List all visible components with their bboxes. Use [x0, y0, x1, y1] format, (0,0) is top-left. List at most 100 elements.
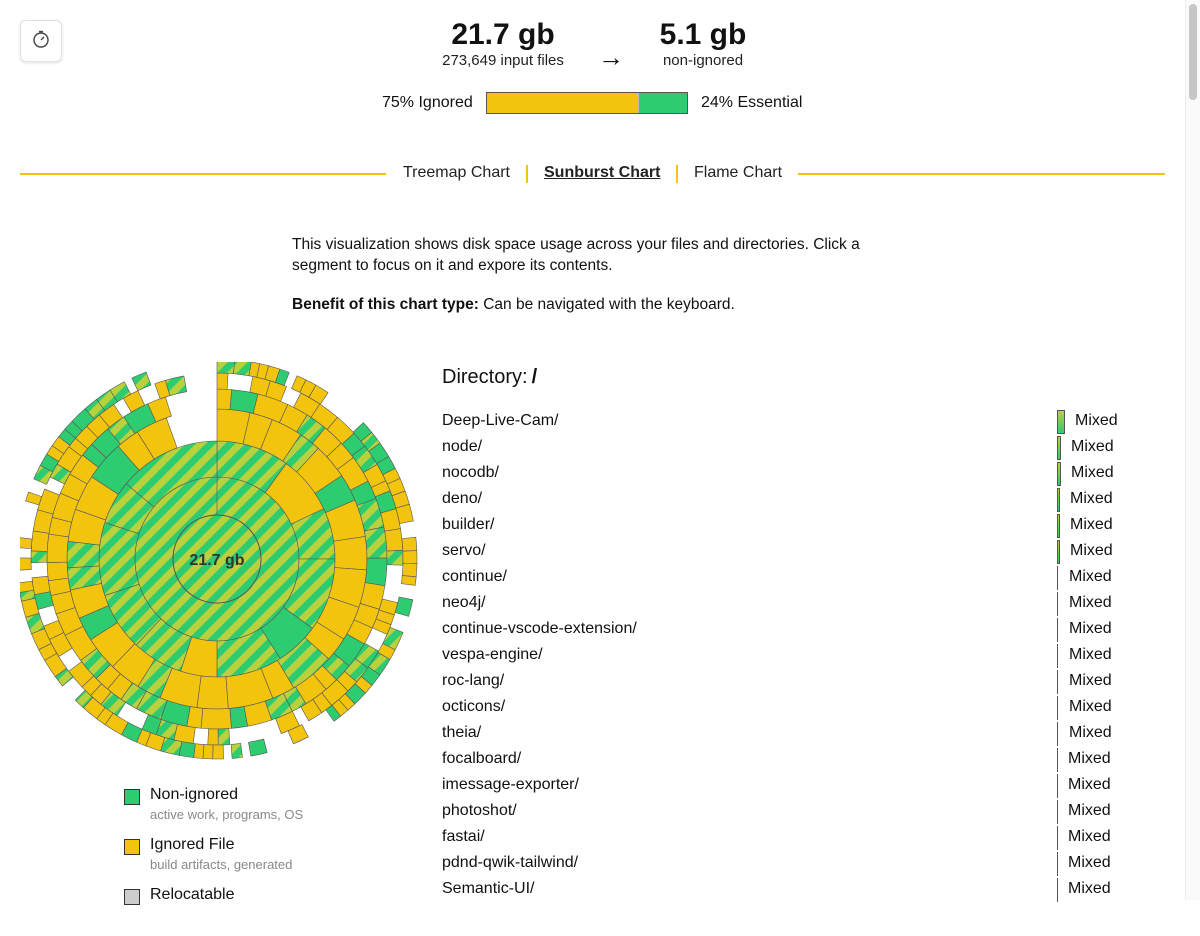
tab-sunburst[interactable]: Sunburst Chart [544, 164, 661, 181]
sunburst-segment[interactable] [233, 362, 252, 377]
sunburst-segment[interactable] [363, 526, 388, 559]
sunburst-segment[interactable] [300, 699, 323, 722]
directory-row[interactable]: fastai/Mixed [442, 826, 1142, 852]
sunburst-segment[interactable] [109, 381, 132, 403]
sunburst-segment[interactable] [216, 388, 233, 410]
directory-name[interactable]: servo/ [442, 542, 486, 559]
sunburst-segment[interactable] [401, 536, 418, 552]
legend-label: Ignored File [150, 836, 235, 853]
sunburst-segment[interactable] [25, 491, 43, 506]
sunburst-segment[interactable] [74, 689, 94, 709]
sunburst-segment[interactable] [308, 384, 329, 405]
directory-row[interactable]: imessage-exporter/Mixed [442, 774, 1142, 800]
directory-row[interactable]: continue-vscode-extension/Mixed [442, 618, 1142, 644]
directory-row[interactable]: continue/Mixed [442, 566, 1142, 592]
sunburst-segment[interactable] [66, 540, 101, 569]
sunburst-segment[interactable] [384, 528, 404, 552]
directory-name[interactable]: fastai/ [442, 828, 485, 845]
sunburst-segment[interactable] [20, 557, 32, 571]
sunburst-segment[interactable] [287, 724, 309, 745]
directory-name[interactable]: deno/ [442, 490, 483, 507]
sunburst-segment[interactable] [31, 575, 51, 596]
sunburst-chart[interactable]: 21.7 gb [20, 362, 420, 762]
sunburst-segment[interactable] [207, 728, 219, 746]
sunburst-segment[interactable] [46, 533, 69, 563]
sunburst-segment[interactable] [196, 675, 229, 710]
directory-name[interactable]: nocodb/ [442, 464, 499, 481]
directory-row[interactable]: pdnd-qwik-tailwind/Mixed [442, 852, 1142, 878]
sunburst-segment[interactable] [333, 536, 368, 571]
directory-size-bar [1057, 618, 1059, 642]
sunburst-segment[interactable] [131, 371, 152, 392]
directory-row[interactable]: deno/Mixed [442, 488, 1142, 514]
directory-name[interactable]: neo4j/ [442, 594, 486, 611]
directory-heading: Directory: / [442, 366, 537, 389]
sunburst-segment[interactable] [30, 530, 50, 552]
ratio-bar-ignored [487, 93, 638, 113]
directory-name[interactable]: roc-lang/ [442, 672, 505, 689]
directory-row[interactable]: node/Mixed [442, 436, 1142, 462]
sunburst-segment[interactable] [364, 557, 388, 587]
directory-name[interactable]: theia/ [442, 724, 482, 741]
sunburst-segment[interactable] [394, 596, 414, 617]
sunburst-segment[interactable] [401, 562, 418, 578]
scrollbar-thumb[interactable] [1189, 4, 1197, 100]
sunburst-segment[interactable] [216, 372, 229, 390]
directory-row[interactable]: servo/Mixed [442, 540, 1142, 566]
sunburst-segment[interactable] [275, 368, 290, 386]
directory-row[interactable]: roc-lang/Mixed [442, 670, 1142, 696]
directory-row[interactable]: octicons/Mixed [442, 696, 1142, 722]
sunburst-segment[interactable] [230, 743, 243, 759]
sunburst-segment[interactable] [165, 375, 188, 397]
directory-row[interactable]: theia/Mixed [442, 722, 1142, 748]
sunburst-segment[interactable] [98, 522, 140, 596]
directory-name[interactable]: pdnd-qwik-tailwind/ [442, 854, 579, 871]
directory-name[interactable]: octicons/ [442, 698, 506, 715]
directory-row[interactable]: Semantic-UI/Mixed [442, 878, 1142, 904]
chart-benefit: Benefit of this chart type: Can be navig… [292, 294, 892, 315]
sunburst-segment[interactable] [212, 744, 224, 760]
sunburst-segment[interactable] [395, 503, 414, 524]
directory-status: Mixed [1068, 880, 1111, 897]
sunburst-segment[interactable] [202, 744, 214, 760]
directory-name[interactable]: continue/ [442, 568, 507, 585]
sunburst-segment[interactable] [200, 708, 232, 730]
directory-row[interactable]: photoshot/Mixed [442, 800, 1142, 826]
sunburst-segment[interactable] [30, 550, 48, 564]
tab-flame[interactable]: Flame Chart [694, 164, 783, 181]
directory-name[interactable]: vespa-engine/ [442, 646, 543, 663]
directory-name[interactable]: focalboard/ [442, 750, 522, 767]
page-scrollbar[interactable] [1185, 0, 1200, 900]
sunburst-segment[interactable] [248, 738, 268, 757]
directory-row[interactable]: focalboard/Mixed [442, 748, 1142, 774]
directory-row[interactable]: Deep-Live-Cam/Mixed [442, 410, 1142, 436]
directory-name[interactable]: node/ [442, 438, 483, 455]
chart-tabs: Treemap Chart Sunburst Chart Flame Chart [20, 164, 1165, 184]
sunburst-segment[interactable] [216, 362, 235, 375]
directory-name[interactable]: Deep-Live-Cam/ [442, 412, 559, 429]
directory-name[interactable]: photoshot/ [442, 802, 517, 819]
timer-button[interactable] [20, 20, 62, 62]
tab-treemap[interactable]: Treemap Chart [403, 164, 510, 181]
sunburst-segment[interactable] [401, 575, 417, 586]
directory-name[interactable]: builder/ [442, 516, 495, 533]
directory-name[interactable]: imessage-exporter/ [442, 776, 579, 793]
sunburst-segment[interactable] [147, 396, 172, 423]
directory-row[interactable]: builder/Mixed [442, 514, 1142, 540]
directory-row[interactable]: vespa-engine/Mixed [442, 644, 1142, 670]
sunburst-segment[interactable] [217, 728, 231, 746]
sunburst-segment[interactable] [386, 549, 404, 566]
sunburst-segment[interactable] [68, 661, 95, 688]
sunburst-segment[interactable] [402, 550, 418, 564]
directory-name[interactable]: continue-vscode-extension/ [442, 620, 637, 637]
directory-size-bar [1057, 462, 1061, 486]
sunburst-center[interactable] [172, 514, 262, 604]
sunburst-segments[interactable] [20, 362, 418, 760]
sunburst-segment[interactable] [46, 561, 69, 582]
sunburst-segment[interactable] [20, 537, 33, 549]
sunburst-segment[interactable] [20, 580, 34, 593]
sunburst-segment[interactable] [325, 704, 342, 722]
directory-row[interactable]: neo4j/Mixed [442, 592, 1142, 618]
directory-name[interactable]: Semantic-UI/ [442, 880, 535, 897]
directory-row[interactable]: nocodb/Mixed [442, 462, 1142, 488]
